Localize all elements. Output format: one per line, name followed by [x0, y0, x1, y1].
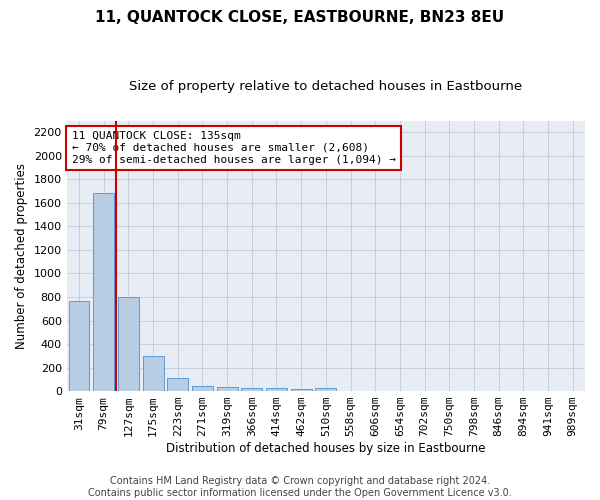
Bar — [143, 356, 164, 391]
Bar — [192, 386, 213, 391]
Bar — [316, 388, 337, 391]
Bar — [167, 378, 188, 391]
X-axis label: Distribution of detached houses by size in Eastbourne: Distribution of detached houses by size … — [166, 442, 485, 455]
Bar — [217, 388, 238, 391]
Bar — [68, 300, 89, 391]
Y-axis label: Number of detached properties: Number of detached properties — [15, 163, 28, 349]
Bar — [266, 388, 287, 391]
Text: Contains HM Land Registry data © Crown copyright and database right 2024.
Contai: Contains HM Land Registry data © Crown c… — [88, 476, 512, 498]
Bar — [93, 194, 114, 391]
Title: Size of property relative to detached houses in Eastbourne: Size of property relative to detached ho… — [129, 80, 523, 93]
Text: 11, QUANTOCK CLOSE, EASTBOURNE, BN23 8EU: 11, QUANTOCK CLOSE, EASTBOURNE, BN23 8EU — [95, 10, 505, 25]
Bar — [290, 388, 311, 391]
Text: 11 QUANTOCK CLOSE: 135sqm
← 70% of detached houses are smaller (2,608)
29% of se: 11 QUANTOCK CLOSE: 135sqm ← 70% of detac… — [72, 132, 396, 164]
Bar — [241, 388, 262, 391]
Bar — [118, 297, 139, 391]
